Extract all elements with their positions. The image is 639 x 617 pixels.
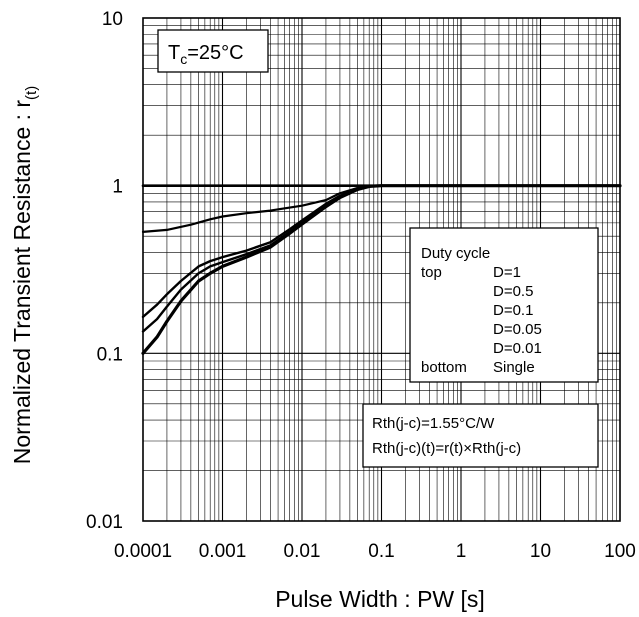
formula-box-frame xyxy=(362,403,599,468)
y-tick-label: 10 xyxy=(102,9,123,30)
legend-box-frame xyxy=(409,227,599,383)
y-axis-label: Normalized Transient Resistance : r(t) xyxy=(9,86,40,464)
legend-entry-single: Single xyxy=(493,359,535,376)
x-tick-label: 0.1 xyxy=(368,541,394,562)
x-tick-label: 1 xyxy=(456,541,467,562)
y-tick-label: 0.1 xyxy=(97,344,123,365)
condition-box-frame xyxy=(157,29,269,73)
legend-entry-d005: D=0.05 xyxy=(493,321,542,338)
x-axis-label: Pulse Width : PW [s] xyxy=(275,586,485,612)
formula-box: Rth(j-c)=1.55°C/W Rth(j-c)(t)=r(t)×Rth(j… xyxy=(362,403,599,468)
x-tick-label: 0.01 xyxy=(284,541,321,562)
condition-text: Tc=25°C xyxy=(168,42,244,67)
legend-entry-d01: D=0.1 xyxy=(493,302,533,319)
formula-line-2: Rth(j-c)(t)=r(t)×Rth(j-c) xyxy=(372,440,521,457)
x-tick-label: 10 xyxy=(530,541,551,562)
x-tick-label: 100 xyxy=(604,541,636,562)
y-tick-label: 1 xyxy=(112,177,123,198)
legend-entry-d05: D=0.5 xyxy=(493,283,533,300)
legend-top-label: top xyxy=(421,264,442,281)
legend-box: Duty cycle top bottom D=1 D=0.5 D=0.1 D=… xyxy=(409,227,599,383)
formula-line-1: Rth(j-c)=1.55°C/W xyxy=(372,415,495,432)
plot-frame xyxy=(142,17,621,522)
series-line-single xyxy=(141,184,622,355)
legend-title: Duty cycle xyxy=(421,245,490,262)
legend-entry-d001: D=0.01 xyxy=(493,340,542,357)
tick-labels: 0.0001 0.001 0.01 0.1 1 10 100 0.01 0.1 1 10 xyxy=(86,9,636,562)
legend-bottom-label: bottom xyxy=(421,359,467,376)
x-tick-label: 0.0001 xyxy=(114,541,172,562)
condition-box: Tc=25°C xyxy=(157,29,269,73)
legend-entry-d1: D=1 xyxy=(493,264,521,281)
y-tick-label: 0.01 xyxy=(86,512,123,533)
series-layer xyxy=(141,184,622,355)
x-tick-label: 0.001 xyxy=(199,541,247,562)
